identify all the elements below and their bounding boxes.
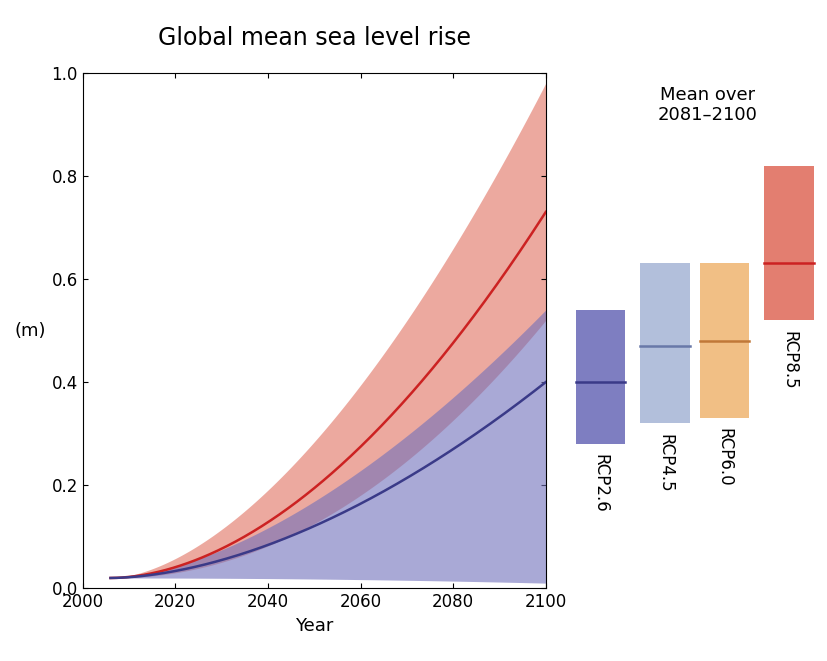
Text: RCP8.5: RCP8.5 xyxy=(780,330,798,389)
Bar xyxy=(764,165,814,320)
Text: RCP6.0: RCP6.0 xyxy=(715,428,734,487)
Y-axis label: (m): (m) xyxy=(15,321,46,340)
Bar xyxy=(700,264,749,418)
Text: Global mean sea level rise: Global mean sea level rise xyxy=(158,26,471,50)
Bar xyxy=(576,310,625,444)
Bar xyxy=(640,264,690,423)
Text: Mean over
2081–2100: Mean over 2081–2100 xyxy=(657,86,757,124)
Text: RCP2.6: RCP2.6 xyxy=(591,454,609,513)
Text: RCP4.5: RCP4.5 xyxy=(656,434,674,492)
X-axis label: Year: Year xyxy=(295,617,333,635)
